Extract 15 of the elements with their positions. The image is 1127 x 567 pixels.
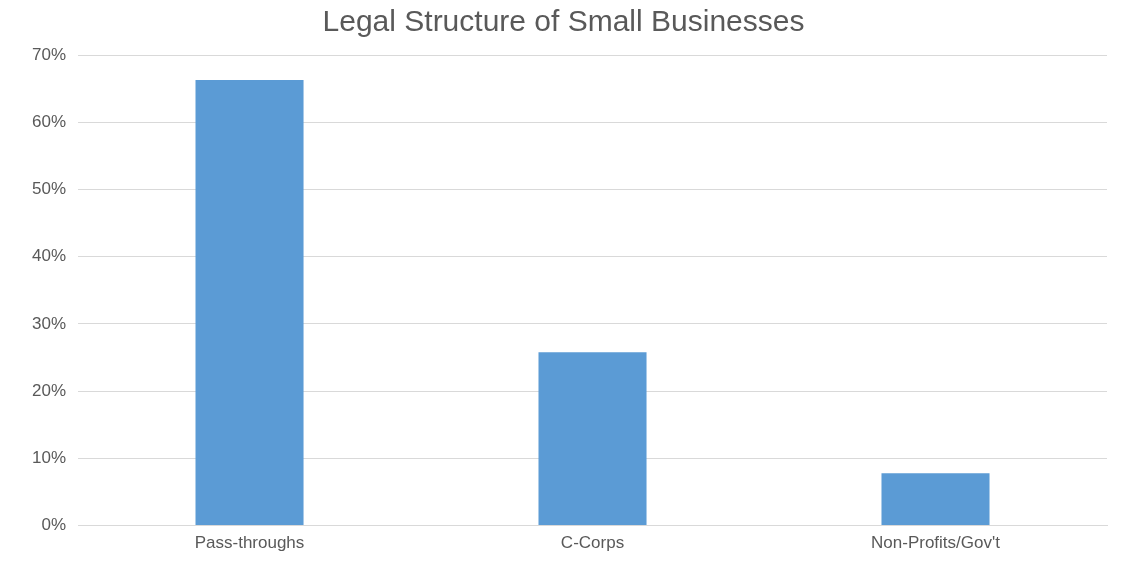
- bar: [538, 352, 647, 526]
- y-tick-label: 10%: [31, 448, 67, 468]
- y-tick-label: 60%: [31, 111, 67, 131]
- chart-title: Legal Structure of Small Businesses: [322, 4, 805, 38]
- x-tick-label: C-Corps: [560, 533, 625, 553]
- bar: [195, 79, 304, 526]
- x-tick-label: Pass-throughs: [194, 533, 305, 553]
- y-tick-label: 30%: [31, 313, 67, 333]
- y-tick-label: 20%: [31, 380, 67, 400]
- x-tick-label: Non-Profits/Gov't: [871, 533, 1001, 553]
- y-tick-label: 70%: [31, 44, 67, 64]
- y-tick-label: 0%: [41, 515, 67, 535]
- bar: [881, 473, 990, 526]
- y-tick-label: 50%: [31, 179, 67, 199]
- y-tick-label: 40%: [31, 246, 67, 266]
